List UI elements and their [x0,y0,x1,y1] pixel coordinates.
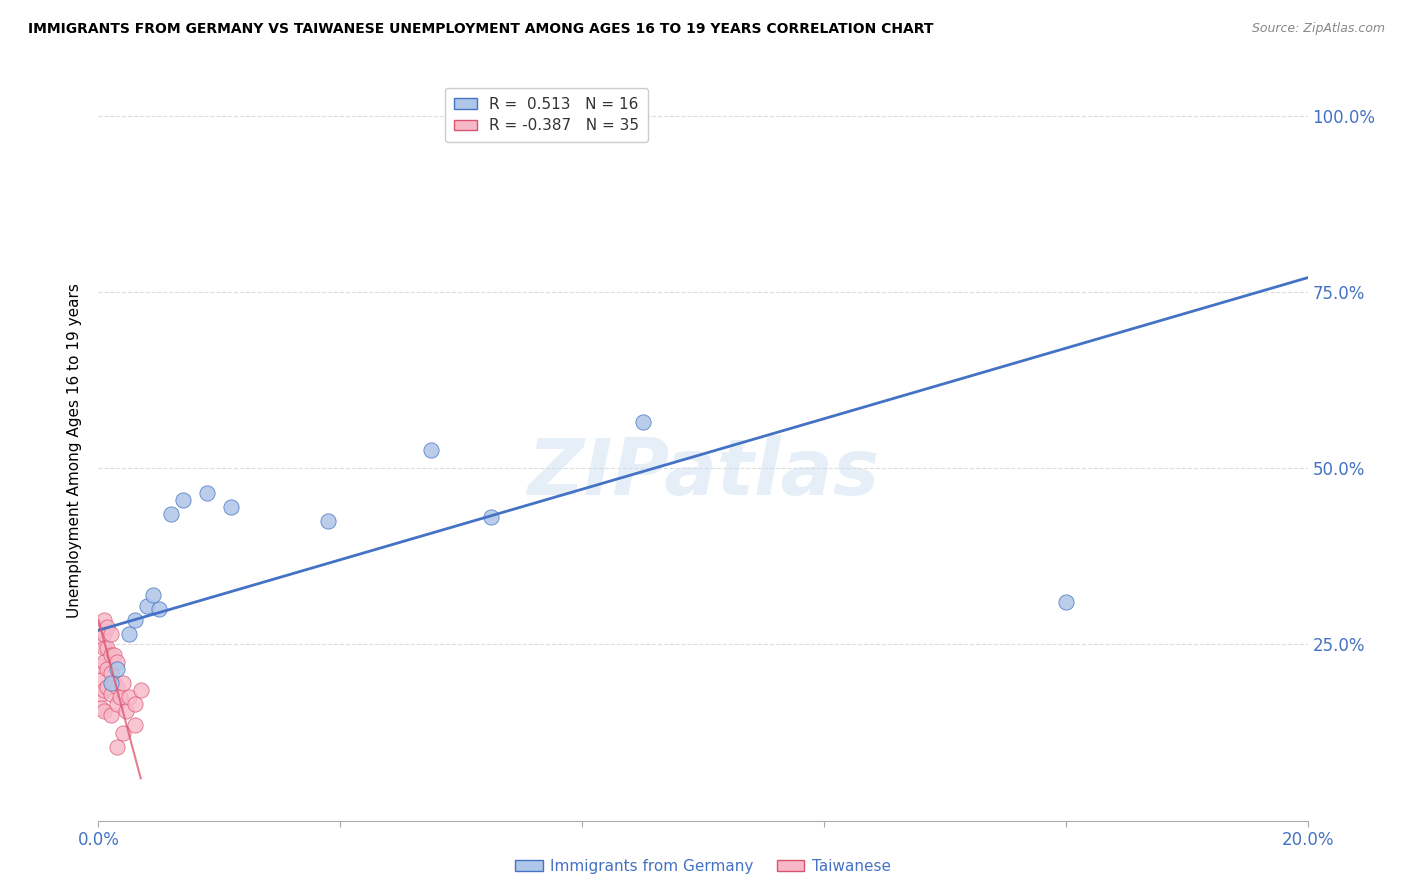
Point [124,698,146,712]
Point [100,648,122,662]
Point [90,701,112,715]
Point [105,739,128,754]
Text: Source: ZipAtlas.com: Source: ZipAtlas.com [1251,22,1385,36]
Point [1054,595,1077,609]
Point [100,676,122,690]
Point [129,683,152,698]
Point [111,725,134,739]
Legend: R =  0.513   N = 16, R = -0.387   N = 35: R = 0.513 N = 16, R = -0.387 N = 35 [444,88,648,143]
Point [118,690,141,705]
Point [100,707,122,722]
Point [96,640,118,655]
Point [90,673,112,687]
Point [90,624,112,638]
Legend: Immigrants from Germany, Taiwanese: Immigrants from Germany, Taiwanese [509,853,897,880]
Point [90,687,112,701]
Point [90,658,112,673]
Text: IMMIGRANTS FROM GERMANY VS TAIWANESE UNEMPLOYMENT AMONG AGES 16 TO 19 YEARS CORR: IMMIGRANTS FROM GERMANY VS TAIWANESE UNE… [28,22,934,37]
Point [105,680,128,694]
Point [96,620,118,634]
Y-axis label: Unemployment Among Ages 16 to 19 years: Unemployment Among Ages 16 to 19 years [67,283,83,618]
Point [172,492,194,507]
Point [124,718,146,732]
Point [142,588,165,602]
Point [481,510,503,524]
Point [316,514,339,528]
Point [114,704,136,718]
Point [124,613,146,627]
Point [105,655,128,669]
Point [105,698,128,712]
Point [105,662,128,676]
Point [96,680,118,694]
Point [93,704,115,718]
Point [103,648,125,662]
Point [221,500,243,514]
Point [103,676,125,690]
Point [420,443,443,458]
Point [93,655,115,669]
Point [93,640,115,655]
Point [631,415,654,429]
Point [118,627,141,641]
Point [195,485,218,500]
Text: ZIPatlas: ZIPatlas [527,434,879,511]
Point [160,507,183,521]
Point [93,627,115,641]
Point [90,637,112,651]
Point [135,599,157,613]
Point [108,690,131,705]
Point [96,662,118,676]
Point [93,613,115,627]
Point [100,665,122,680]
Point [100,687,122,701]
Point [100,627,122,641]
Point [93,683,115,698]
Point [111,676,134,690]
Point [148,602,170,616]
